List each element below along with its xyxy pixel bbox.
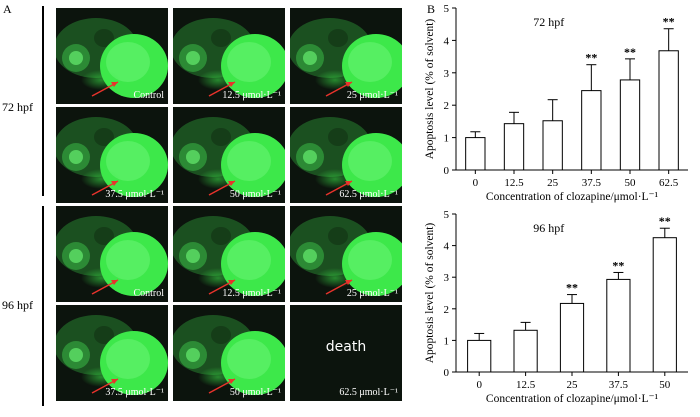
- fish-image-72hpf-3: 37.5 μmol·L⁻¹: [56, 107, 168, 203]
- x-axis-label: Concentration of clozapine/μmol·L⁻¹: [486, 191, 659, 203]
- fish-embryo-graphic: [173, 117, 285, 197]
- x-tick-label: 0: [476, 379, 482, 391]
- row-divider-96hpf: [42, 206, 44, 406]
- concentration-caption: 62.5 μmol·L⁻¹: [339, 189, 398, 200]
- fish-embryo-graphic: [56, 216, 168, 296]
- y-tick-label: 1: [444, 335, 450, 347]
- bar-0: [467, 339, 492, 373]
- concentration-caption: 12.5 μmol·L⁻¹: [222, 288, 281, 299]
- concentration-caption: 50 μmol·L⁻¹: [229, 189, 281, 200]
- concentration-caption: 25 μmol·L⁻¹: [346, 90, 398, 101]
- fish-embryo-graphic: [290, 18, 402, 98]
- fish-embryo-graphic: [173, 18, 285, 98]
- chart-72hpf: 0 1 2 3 4 5 0 12.5 25 37.5 ** 50 ** 62.5 ** 72 hpf Conce…: [420, 0, 700, 210]
- bar-25: [542, 120, 563, 171]
- significance-marker: **: [659, 214, 671, 228]
- concentration-caption: 37.5 μmol·L⁻¹: [105, 387, 164, 398]
- y-tick-label: 1: [444, 133, 450, 145]
- x-tick-label: 37.5: [582, 177, 602, 189]
- concentration-caption: 50 μmol·L⁻¹: [229, 387, 281, 398]
- concentration-caption: 12.5 μmol·L⁻¹: [222, 90, 281, 101]
- concentration-caption: 25 μmol·L⁻¹: [346, 288, 398, 299]
- significance-marker: **: [612, 258, 624, 272]
- x-tick-label: 25: [547, 177, 559, 189]
- x-tick-label: 25: [567, 379, 579, 391]
- x-tick-label: 12.5: [504, 177, 524, 189]
- row-label-96hpf: 96 hpf: [2, 298, 33, 312]
- bar-37.5: [581, 90, 602, 171]
- fish-image-96hpf-5: death 62.5 μmol·L⁻¹: [290, 305, 402, 401]
- bar-12.5: [513, 329, 538, 373]
- concentration-caption: 62.5 μmol·L⁻¹: [339, 387, 398, 398]
- bar-62.5: [658, 50, 679, 171]
- y-tick-label: 0: [444, 165, 450, 177]
- fish-image-72hpf-0: Control: [56, 8, 168, 104]
- bar-50: [619, 79, 641, 171]
- x-tick-label: 50: [659, 379, 671, 391]
- fish-embryo-graphic: [173, 216, 285, 296]
- x-tick-label: 37.5: [609, 379, 629, 391]
- fish-image-72hpf-5: 62.5 μmol·L⁻¹: [290, 107, 402, 203]
- panel-a-letter: A: [3, 2, 12, 16]
- bar-12.5: [503, 123, 525, 171]
- chart-96hpf: 0 1 2 3 4 5 0 12.5 25 ** 37.5 ** 50 ** 96 hpf Concentra…: [420, 206, 700, 412]
- fish-image-96hpf-4: 50 μmol·L⁻¹: [173, 305, 285, 401]
- fish-image-96hpf-0: Control: [56, 206, 168, 302]
- chart-title: 72 hpf: [533, 15, 564, 29]
- row-label-72hpf: 72 hpf: [2, 100, 33, 114]
- row-divider-72hpf: [42, 6, 44, 196]
- y-tick-label: 2: [444, 100, 450, 112]
- y-tick-label: 5: [444, 209, 450, 221]
- fish-embryo-graphic: [173, 315, 285, 395]
- significance-marker: **: [585, 51, 597, 65]
- fish-image-72hpf-1: 12.5 μmol·L⁻¹: [173, 8, 285, 104]
- death-label: death: [325, 339, 367, 355]
- concentration-caption: 37.5 μmol·L⁻¹: [105, 189, 164, 200]
- x-tick-label: 50: [625, 177, 637, 189]
- y-tick-label: 3: [444, 68, 450, 80]
- y-tick-label: 5: [444, 3, 450, 15]
- fish-image-72hpf-2: 25 μmol·L⁻¹: [290, 8, 402, 104]
- significance-marker: **: [624, 45, 636, 59]
- y-tick-label: 4: [444, 241, 450, 253]
- fish-image-96hpf-2: 25 μmol·L⁻¹: [290, 206, 402, 302]
- fish-image-72hpf-4: 50 μmol·L⁻¹: [173, 107, 285, 203]
- fish-embryo-graphic: [56, 315, 168, 395]
- x-tick-label: 12.5: [516, 379, 536, 391]
- fish-image-96hpf-1: 12.5 μmol·L⁻¹: [173, 206, 285, 302]
- y-axis-label: Apoptosis level (% of solvent): [424, 19, 436, 160]
- x-tick-label: 62.5: [659, 177, 679, 189]
- bar-37.5: [606, 278, 631, 373]
- significance-marker: **: [663, 15, 675, 29]
- fish-embryo-graphic: [56, 117, 168, 197]
- fish-embryo-graphic: [56, 18, 168, 98]
- bar-50: [652, 237, 677, 373]
- y-axis-label: Apoptosis level (% of solvent): [424, 223, 436, 364]
- bar-25: [559, 302, 585, 373]
- bar-0: [465, 137, 486, 171]
- fish-embryo-graphic: [290, 216, 402, 296]
- y-tick-label: 3: [444, 272, 450, 284]
- concentration-caption: Control: [133, 90, 164, 101]
- x-axis-label: Concentration of clozapine/μmol·L⁻¹: [486, 393, 659, 405]
- fish-image-96hpf-3: 37.5 μmol·L⁻¹: [56, 305, 168, 401]
- concentration-caption: Control: [133, 288, 164, 299]
- y-tick-label: 4: [444, 35, 450, 47]
- panel-b-letter: B: [427, 2, 436, 16]
- chart-title: 96 hpf: [533, 221, 564, 235]
- significance-marker: **: [566, 281, 578, 295]
- x-tick-label: 0: [473, 177, 479, 189]
- y-tick-label: 0: [444, 367, 450, 379]
- fish-embryo-graphic: [290, 117, 402, 197]
- y-tick-label: 2: [444, 304, 450, 316]
